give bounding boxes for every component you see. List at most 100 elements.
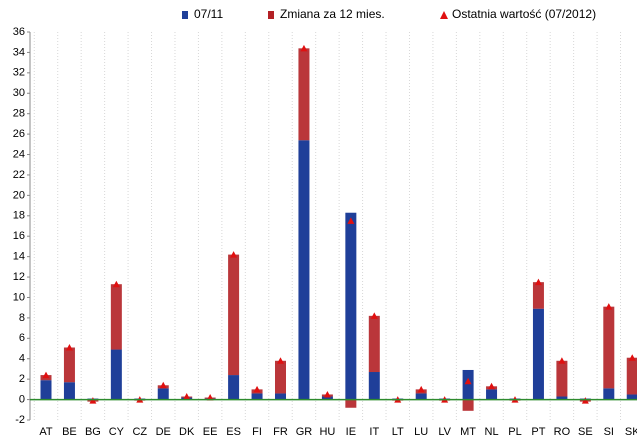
y-tick-label: 12 — [13, 271, 25, 283]
x-tick-label: CY — [109, 426, 125, 438]
y-tick-label: 8 — [19, 312, 25, 324]
bar — [603, 306, 615, 389]
marker — [230, 251, 238, 258]
x-tick-label: MT — [460, 426, 476, 438]
x-tick-label: DE — [156, 426, 171, 438]
y-tick-label: 36 — [13, 26, 25, 38]
marker — [112, 280, 120, 288]
bar — [626, 394, 637, 400]
x-tick-label: AT — [39, 426, 53, 438]
legend-swatch — [440, 11, 448, 19]
marker — [464, 377, 472, 385]
x-tick-label: EE — [203, 426, 218, 438]
y-tick-label: 6 — [19, 332, 25, 344]
x-tick-label: BE — [62, 426, 77, 438]
bar — [63, 347, 75, 383]
bar — [110, 284, 122, 350]
legend: 07/11 Zmiana za 12 mies. Ostatnia wartość … — [182, 7, 596, 21]
marker — [370, 312, 378, 319]
x-tick-label: LV — [438, 426, 451, 438]
y-tick-label: -2 — [15, 414, 25, 426]
y-tick-label: 26 — [13, 128, 25, 140]
bar — [251, 393, 263, 400]
bar — [626, 357, 637, 395]
y-tick-label: 18 — [13, 210, 25, 222]
marker — [488, 382, 496, 390]
x-tick-label: NL — [485, 426, 499, 438]
bar — [532, 282, 544, 309]
legend-label: 07/11 — [194, 7, 223, 21]
bar — [321, 396, 333, 400]
bar — [110, 349, 122, 400]
bar — [462, 399, 474, 411]
x-tick-label: GR — [296, 426, 313, 438]
x-tick-label: DK — [179, 426, 195, 438]
y-tick-label: 28 — [13, 108, 25, 120]
marker — [534, 278, 542, 286]
bar — [298, 140, 310, 400]
bar — [157, 388, 169, 400]
y-tick-label: 22 — [13, 169, 25, 181]
bar — [275, 360, 286, 394]
legend-swatch — [268, 11, 274, 19]
x-tick-label: CZ — [132, 426, 147, 438]
marker — [323, 390, 331, 398]
bar — [228, 254, 240, 376]
y-tick-label: 32 — [13, 67, 25, 79]
x-tick-label: SE — [578, 426, 593, 438]
y-tick-label: 20 — [13, 189, 25, 201]
marker — [253, 385, 261, 393]
bar — [40, 380, 52, 400]
x-tick-label: LT — [392, 426, 404, 438]
bar — [603, 388, 615, 400]
bar — [556, 360, 568, 397]
y-tick-label: 30 — [13, 87, 25, 99]
bar — [298, 48, 310, 141]
y-tick-label: 24 — [13, 148, 25, 160]
bar — [415, 393, 427, 400]
x-tick-label: FR — [273, 426, 288, 438]
x-tick-label: FI — [252, 426, 262, 438]
bar — [556, 396, 568, 400]
y-tick-label: 0 — [19, 393, 25, 405]
marker — [417, 385, 425, 393]
marker — [605, 303, 613, 310]
bar — [486, 389, 498, 400]
marker — [65, 344, 73, 351]
bar — [345, 399, 357, 408]
y-tick-label: 2 — [19, 373, 25, 385]
marker — [581, 397, 589, 404]
y-tick-label: 4 — [19, 353, 25, 365]
marker — [277, 357, 284, 364]
x-tick-label: LU — [414, 426, 428, 438]
x-tick-label: HU — [319, 426, 335, 438]
x-tick-label: IT — [369, 426, 379, 438]
marker — [183, 393, 191, 400]
marker — [347, 217, 355, 224]
bar — [228, 375, 240, 400]
x-tick-label: RO — [554, 426, 571, 438]
y-tick-label: 10 — [13, 291, 25, 303]
marker — [300, 44, 308, 52]
x-tick-label: PL — [508, 426, 521, 438]
x-tick-label: SI — [604, 426, 614, 438]
legend-swatch — [182, 11, 188, 19]
marker — [159, 381, 167, 389]
x-tick-label: IE — [346, 426, 356, 438]
legend-label: Zmiana za 12 mies. — [280, 7, 385, 21]
bar — [275, 393, 286, 400]
legend-label: Ostatnia wartość (07/2012) — [452, 7, 596, 21]
marker — [628, 354, 636, 361]
bar — [532, 308, 544, 400]
x-tick-label: ES — [226, 426, 241, 438]
y-tick-label: 16 — [13, 230, 25, 242]
marker — [42, 371, 50, 379]
bar — [63, 382, 75, 400]
bar — [368, 372, 380, 400]
y-tick-label: 14 — [13, 251, 25, 263]
marker — [558, 357, 566, 364]
x-tick-label: BG — [85, 426, 101, 438]
bar — [368, 315, 380, 373]
x-tick-label: PT — [531, 426, 545, 438]
